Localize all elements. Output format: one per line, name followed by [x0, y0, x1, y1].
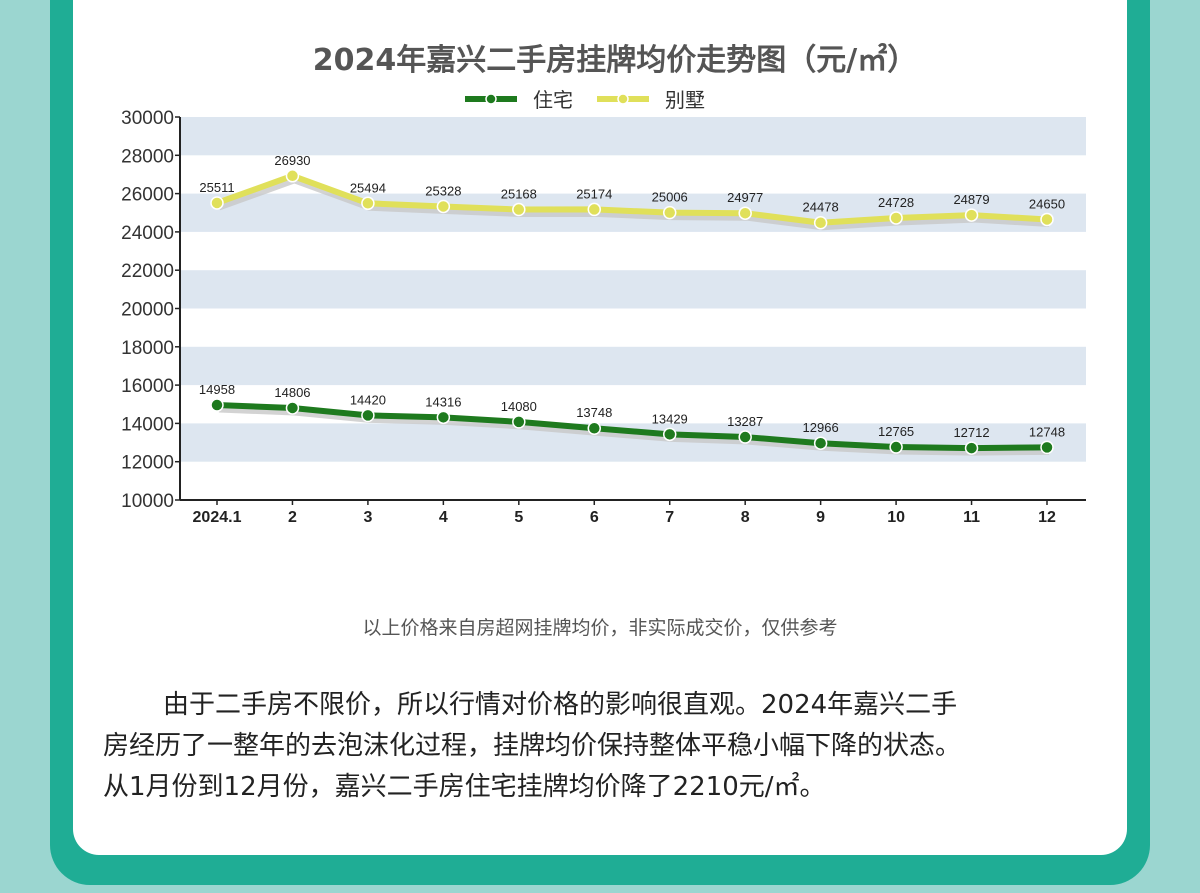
data-point	[361, 408, 375, 423]
grid-band	[180, 270, 1086, 309]
data-point	[1040, 440, 1054, 455]
legend-marker	[485, 93, 497, 105]
data-label: 12765	[878, 424, 914, 439]
x-tick-label: 5	[514, 509, 523, 526]
series-layer: 14958 14806 14420 14316 14080 13748 13429 13287…	[199, 153, 1065, 456]
data-point	[512, 415, 526, 429]
paragraph-line-2: 房经历了一整年的去泡沫化过程，挂牌均价保持整体平稳小幅下降的状态。	[103, 731, 962, 761]
chart-axes: 10000 12000 14000 16000 18000 20000 22000 24000…	[121, 108, 1086, 526]
data-label: 14420	[350, 392, 386, 407]
y-tick-label: 22000	[121, 261, 174, 282]
x-tick-label: 2024.1	[193, 509, 242, 526]
data-point	[436, 199, 451, 214]
data-label: 25494	[350, 180, 386, 195]
y-tick-label: 12000	[121, 453, 174, 474]
x-tick-label: 6	[590, 509, 599, 526]
paragraph-line-1: 由于二手房不限价，所以行情对价格的影响很直观。2024年嘉兴二手	[163, 690, 958, 720]
grid-band	[180, 346, 1086, 386]
x-tick-label: 3	[363, 509, 372, 526]
data-point	[964, 441, 979, 455]
data-label: 24478	[803, 200, 839, 215]
chart-legend: 住宅 别墅	[465, 88, 705, 112]
data-label: 14958	[199, 382, 235, 397]
legend-marker	[617, 93, 629, 105]
paragraph-line-3: 从1月份到12月份，嘉兴二手房住宅挂牌均价降了2210元/㎡。	[103, 772, 826, 802]
y-tick-label: 28000	[121, 146, 174, 167]
data-label: 14080	[501, 399, 537, 414]
data-point	[361, 196, 375, 211]
data-point	[738, 430, 752, 444]
x-tick-label: 9	[816, 509, 825, 526]
data-point	[964, 208, 979, 222]
x-tick-label: 8	[741, 509, 750, 526]
x-tick-label: 10	[887, 509, 905, 526]
x-tick-label: 4	[439, 509, 448, 526]
data-label: 25168	[501, 187, 537, 202]
legend-item-residential: 住宅	[465, 88, 573, 112]
legend-item-villa: 别墅	[597, 88, 705, 112]
data-point	[512, 202, 526, 217]
data-label: 14316	[425, 394, 461, 409]
x-tick-label: 11	[963, 509, 980, 526]
y-tick-label: 10000	[121, 491, 174, 512]
series-line	[215, 172, 1048, 226]
data-point	[889, 211, 903, 225]
data-label: 12748	[1029, 424, 1065, 439]
legend-label: 住宅	[533, 88, 573, 112]
data-label: 12966	[803, 420, 839, 435]
analysis-paragraph: 由于二手房不限价，所以行情对价格的影响很直观。2024年嘉兴二手 房经历了一整年…	[103, 685, 1093, 808]
data-label: 13287	[727, 414, 763, 429]
data-point	[813, 436, 828, 450]
y-tick-label: 30000	[121, 108, 174, 129]
series-residential: 14958 14806 14420 14316 14080 13748 13429 13287…	[199, 382, 1065, 456]
grid-bands	[180, 117, 1086, 462]
x-tick-label: 2	[288, 509, 297, 526]
y-tick-label: 24000	[121, 223, 174, 244]
data-label: 24977	[727, 190, 763, 205]
data-label: 26930	[274, 153, 310, 168]
data-point	[813, 215, 828, 230]
y-tick-label: 26000	[121, 185, 174, 206]
x-tick-label: 7	[665, 509, 674, 526]
data-point	[285, 169, 300, 183]
grid-band	[180, 117, 1086, 156]
data-point	[1040, 212, 1054, 227]
data-point	[210, 398, 224, 412]
y-tick-label: 18000	[121, 338, 174, 359]
data-label: 12712	[953, 425, 989, 440]
data-point	[662, 205, 677, 220]
series-line-shadow	[218, 405, 1050, 456]
price-trend-chart: 2024年嘉兴二手房挂牌均价走势图（元/㎡） 住宅 别墅 10000 12000 14…	[121, 43, 1086, 526]
series-line-shadow	[217, 176, 1050, 231]
x-tick-label: 12	[1038, 509, 1056, 526]
series-line	[216, 402, 1048, 452]
data-point	[436, 410, 451, 425]
data-label: 24728	[878, 195, 914, 210]
data-point	[738, 206, 752, 220]
data-point	[210, 196, 224, 210]
y-tick-label: 16000	[121, 376, 174, 397]
data-point	[587, 202, 602, 217]
price-source-note: 以上价格来自房超网挂牌均价，非实际成交价，仅供参考	[362, 617, 838, 639]
data-point	[889, 440, 903, 454]
data-point	[587, 421, 602, 435]
data-label: 24879	[953, 192, 989, 207]
data-label: 14806	[274, 385, 310, 400]
series-villa: 25511 26930 25494 25328 25168 25174 25006 24977…	[199, 153, 1065, 231]
legend-label: 别墅	[665, 88, 705, 112]
data-point	[662, 427, 677, 442]
data-label: 25511	[199, 180, 234, 195]
data-label: 25174	[576, 186, 612, 201]
data-label: 13748	[576, 405, 612, 420]
data-label: 24650	[1029, 196, 1065, 211]
data-label: 25328	[425, 183, 461, 198]
data-label: 13429	[652, 411, 688, 426]
data-label: 25006	[652, 190, 688, 205]
y-tick-label: 20000	[121, 300, 174, 321]
y-tick-label: 14000	[121, 414, 174, 435]
data-point	[285, 401, 300, 415]
chart-title: 2024年嘉兴二手房挂牌均价走势图（元/㎡）	[313, 43, 917, 78]
